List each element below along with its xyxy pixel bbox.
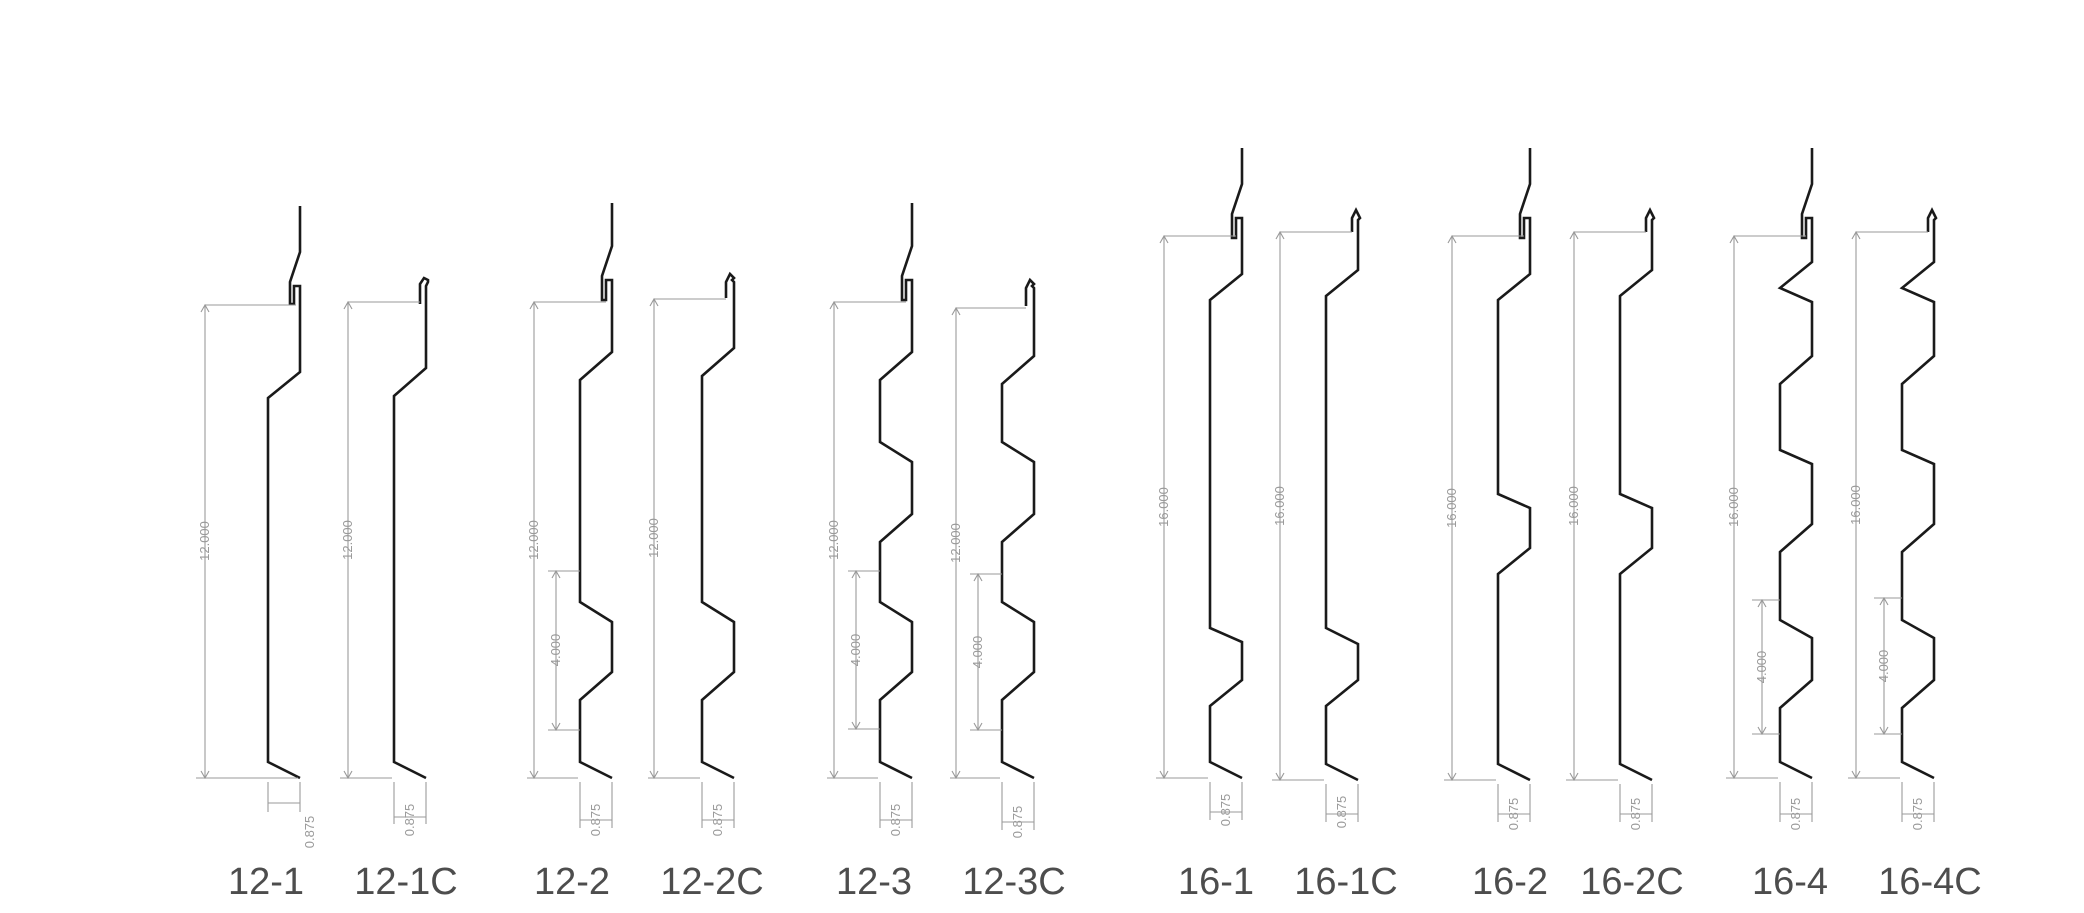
- leg-dimension: 0.875: [579, 782, 613, 837]
- profile-12-2C: 12.000 0.875 12-2C: [646, 271, 764, 903]
- leg-dimension-text: 0.875: [1628, 798, 1643, 831]
- leg-dimension: 0.875: [393, 782, 427, 837]
- profile-label: 12-3: [836, 861, 912, 903]
- height-dimension-text: 16.000: [1726, 487, 1741, 527]
- height-dimension: 16.000: [1726, 234, 1806, 780]
- pitch-dimension-text: 4.000: [548, 634, 563, 667]
- pitch-dimension: 4.000: [970, 572, 1002, 732]
- profile-label: 16-2: [1472, 861, 1548, 903]
- leg-dimension-text: 0.875: [1334, 796, 1349, 829]
- profile-label: 16-1C: [1294, 861, 1398, 903]
- height-dimension-text: 16.000: [1272, 486, 1287, 526]
- profile-label: 16-2C: [1580, 861, 1684, 903]
- height-dimension: 12.000: [948, 306, 1026, 780]
- pitch-dimension-text: 4.000: [848, 634, 863, 667]
- leg-dimension: 0.875: [1001, 782, 1035, 839]
- leg-dimension: 0.875: [701, 782, 735, 837]
- profile-outline: [1324, 207, 1362, 782]
- profile-label: 16-4C: [1878, 861, 1982, 903]
- height-dimension: 12.000: [646, 297, 726, 780]
- height-dimension: 16.000: [1848, 230, 1928, 780]
- profile-label: 12-1: [228, 861, 304, 903]
- leg-dimension-text: 0.875: [1506, 798, 1521, 831]
- height-dimension-text: 16.000: [1566, 486, 1581, 526]
- height-dimension: 16.000: [1272, 230, 1352, 782]
- profile-outline: [578, 203, 614, 780]
- height-dimension-text: 16.000: [1444, 488, 1459, 528]
- profile-label: 16-4: [1752, 861, 1828, 903]
- height-dimension: 12.000: [526, 300, 606, 780]
- pitch-dimension: 4.000: [1874, 596, 1902, 736]
- profile-12-3C: 12.000 4.000 0.875 12-3C: [948, 277, 1066, 903]
- profile-12-1: 12.000 0.875 12-1: [196, 206, 317, 903]
- height-dimension-text: 12.000: [948, 523, 963, 563]
- profile-16-2C: 16.000 0.875 16-2C: [1566, 207, 1684, 903]
- height-dimension-text: 12.000: [646, 518, 661, 558]
- profile-12-2: 12.000 4.000 0.875 12-2: [526, 203, 614, 903]
- pitch-dimension-text: 4.000: [1754, 651, 1769, 684]
- profile-16-1: 16.000 0.875 16-1: [1156, 148, 1254, 903]
- leg-dimension: 0.875: [879, 782, 913, 837]
- profile-label: 12-3C: [962, 861, 1066, 903]
- profile-label: 12-1C: [354, 861, 458, 903]
- leg-dimension: 0.875: [1325, 784, 1359, 829]
- leg-dimension-text: 0.875: [1910, 798, 1925, 831]
- leg-dimension: 0.875: [267, 782, 317, 849]
- profile-16-4C: 16.000 4.000 0.875 16-4C: [1848, 207, 1982, 903]
- height-dimension-text: 12.000: [826, 520, 841, 560]
- profile-outline: [1777, 148, 1814, 780]
- profile-outline: [700, 271, 736, 780]
- height-dimension: 12.000: [826, 300, 906, 780]
- height-dimension-text: 12.000: [340, 520, 355, 560]
- height-dimension: 12.000: [196, 303, 298, 780]
- leg-dimension-text: 0.875: [402, 804, 417, 837]
- profile-16-4: 16.000 4.000 0.875 16-4: [1726, 148, 1828, 903]
- height-dimension: 12.000: [340, 300, 420, 780]
- height-dimension: 16.000: [1566, 230, 1646, 782]
- height-dimension-text: 12.000: [197, 521, 212, 561]
- profile-outline: [1618, 207, 1656, 782]
- height-dimension: 16.000: [1444, 234, 1524, 782]
- leg-dimension-text: 0.875: [710, 804, 725, 837]
- pitch-dimension-text: 4.000: [1876, 650, 1891, 683]
- profile-outline: [878, 203, 914, 780]
- height-dimension-text: 16.000: [1156, 487, 1171, 527]
- pitch-dimension: 4.000: [848, 569, 880, 731]
- height-dimension: 16.000: [1156, 234, 1236, 780]
- profile-outline: [1899, 207, 1938, 780]
- leg-dimension-text: 0.875: [1218, 794, 1233, 827]
- pitch-dimension: 4.000: [548, 569, 580, 732]
- profile-label: 12-2C: [660, 861, 764, 903]
- leg-dimension: 0.875: [1779, 782, 1813, 831]
- leg-dimension: 0.875: [1209, 782, 1243, 827]
- profile-12-3: 12.000 4.000 0.875 12-3: [826, 203, 914, 903]
- pitch-dimension-text: 4.000: [970, 636, 985, 669]
- leg-dimension-text: 0.875: [888, 804, 903, 837]
- leg-dimension-text: 0.875: [588, 804, 603, 837]
- profile-outline: [1000, 277, 1036, 780]
- profile-label: 12-2: [534, 861, 610, 903]
- profile-16-1C: 16.000 0.875 16-1C: [1272, 207, 1398, 903]
- profile-label: 16-1: [1178, 861, 1254, 903]
- profile-outline: [1208, 148, 1244, 780]
- profile-outline: [392, 276, 430, 780]
- profile-outline: [1496, 148, 1532, 782]
- profile-16-2: 16.000 0.875 16-2: [1444, 148, 1548, 903]
- leg-dimension: 0.875: [1901, 782, 1935, 831]
- pitch-dimension: 4.000: [1752, 598, 1780, 736]
- leg-dimension-text: 0.875: [302, 816, 317, 849]
- height-dimension-text: 16.000: [1848, 485, 1863, 525]
- profile-12-1C: 12.000 0.875 12-1C: [340, 276, 458, 903]
- height-dimension-text: 12.000: [526, 520, 541, 560]
- leg-dimension-text: 0.875: [1010, 806, 1025, 839]
- leg-dimension: 0.875: [1619, 784, 1653, 831]
- profile-outline: [266, 206, 302, 780]
- leg-dimension: 0.875: [1497, 784, 1531, 831]
- leg-dimension-text: 0.875: [1788, 798, 1803, 831]
